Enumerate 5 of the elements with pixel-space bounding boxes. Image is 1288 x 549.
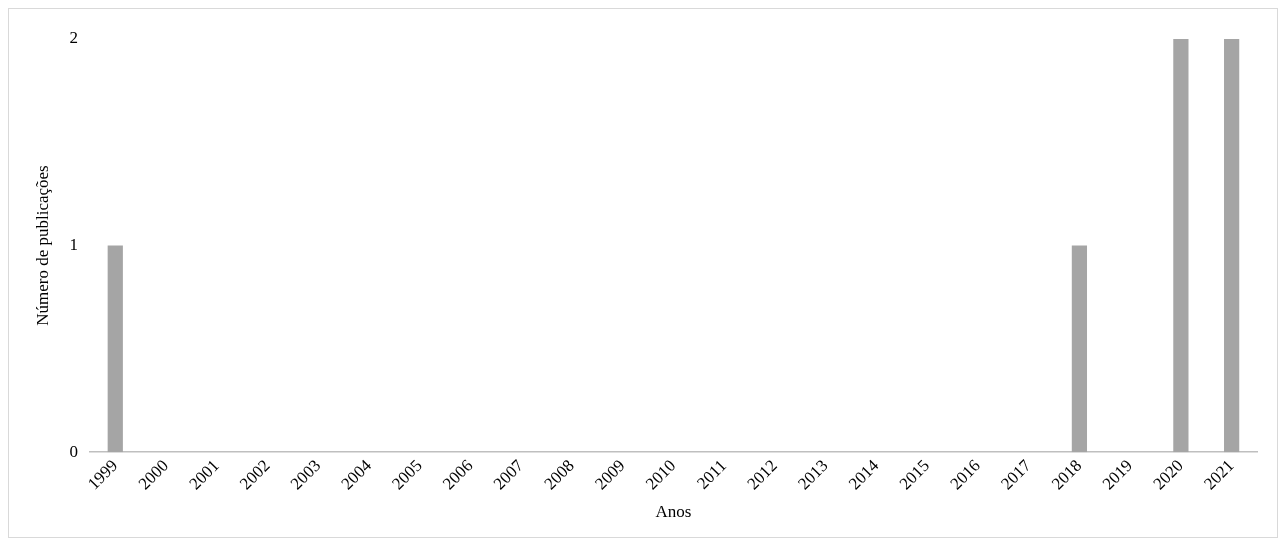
- y-tick-label: 2: [69, 28, 78, 48]
- y-tick-label: 1: [69, 235, 78, 255]
- y-tick-label: 0: [69, 441, 78, 461]
- x-axis-title: Anos: [655, 502, 692, 522]
- y-axis-title: Número de publicações: [32, 165, 52, 326]
